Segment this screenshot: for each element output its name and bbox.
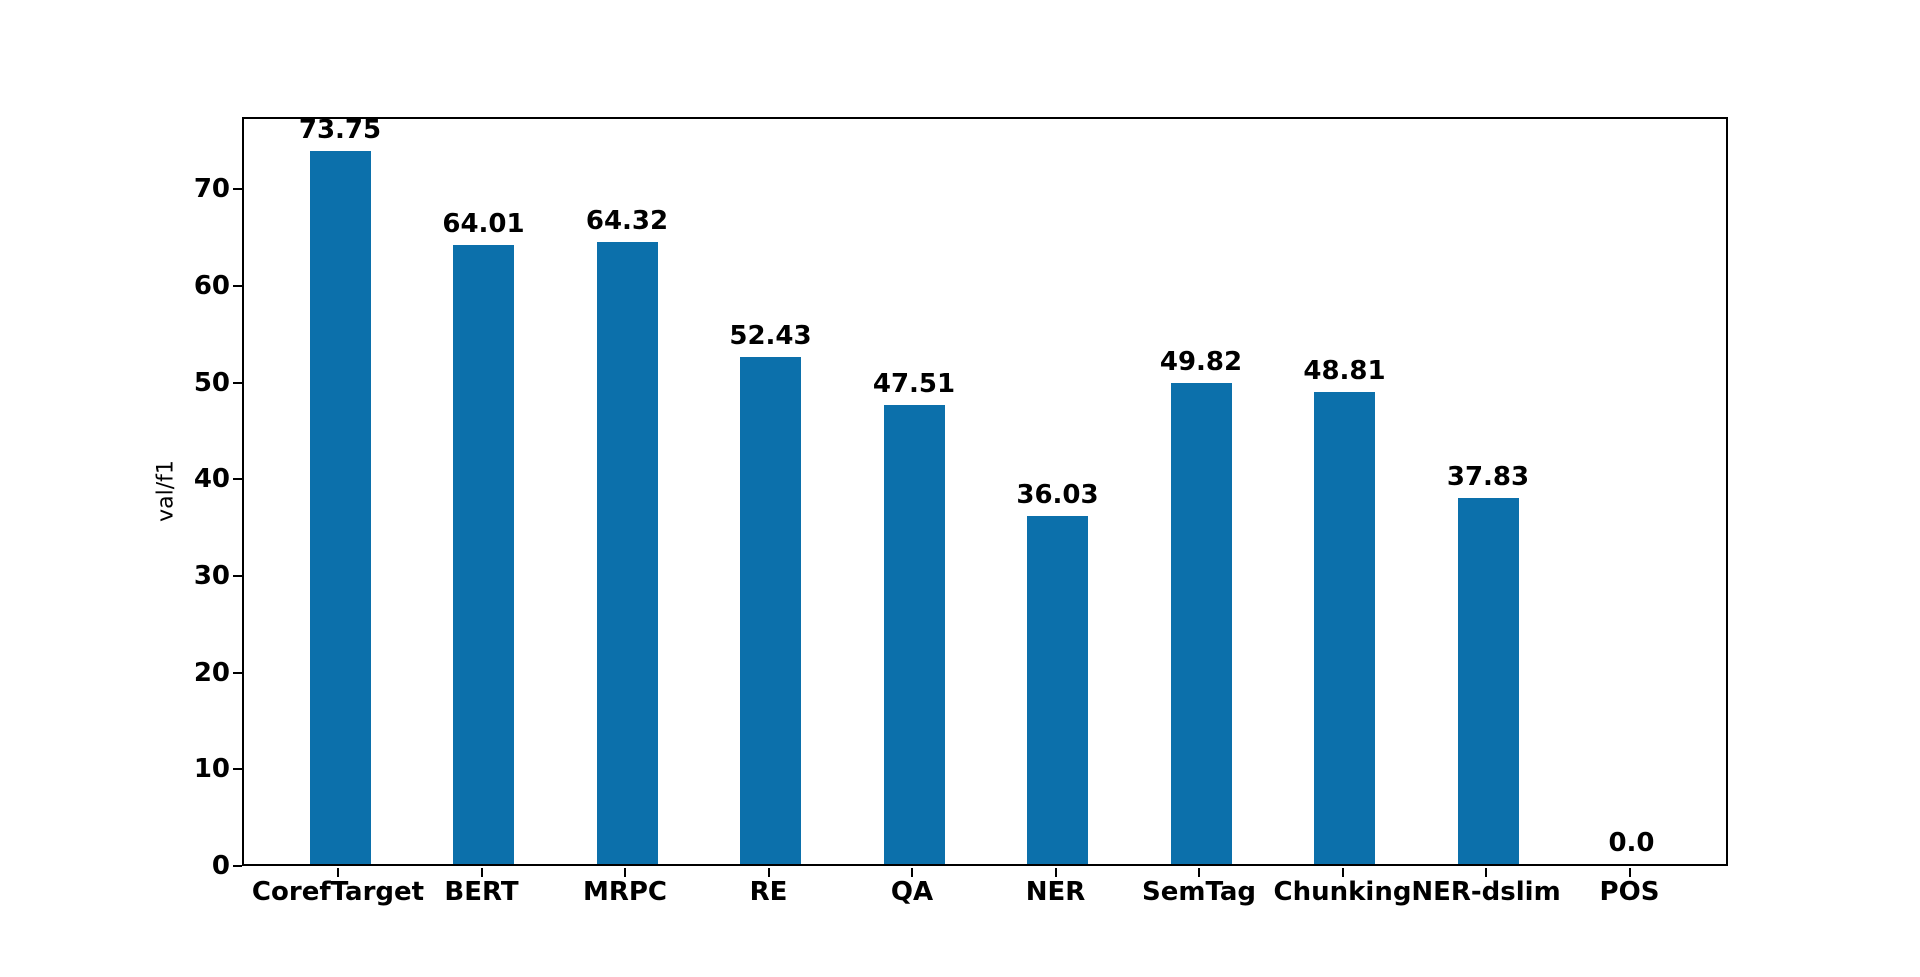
x-tick-label-MRPC: MRPC xyxy=(582,877,668,907)
x-tick-mark xyxy=(480,868,483,877)
x-tick-label-BERT: BERT xyxy=(444,877,519,907)
bar-value-label: 0.0 xyxy=(1608,828,1655,858)
x-tick-label-RE: RE xyxy=(749,877,788,907)
x-tick-mark xyxy=(1054,868,1057,877)
bar-BERT xyxy=(453,245,514,864)
y-tick-label-0: 0 xyxy=(211,851,230,881)
y-tick-mark xyxy=(233,285,242,288)
y-tick-mark xyxy=(233,381,242,384)
plot-area: 73.75 64.01 64.32 52.43 47.51 36.03 49.82 48.81… xyxy=(242,115,1728,866)
y-tick-label-20: 20 xyxy=(193,657,230,688)
bar-value-label: 64.32 xyxy=(585,206,669,237)
bar-QA xyxy=(883,404,945,864)
x-tick-label-NER-dslim: NER-dslim xyxy=(1411,877,1561,907)
x-tick-label-CorefTarget: CorefTarget xyxy=(251,877,425,907)
x-tick-label-QA: QA xyxy=(890,877,934,907)
bar-value-label: 48.81 xyxy=(1303,356,1386,387)
x-tick-mark xyxy=(767,868,770,877)
x-tick-label-SemTag: SemTag xyxy=(1142,877,1256,907)
x-tick-mark xyxy=(1485,868,1487,877)
y-tick-mark xyxy=(233,768,242,771)
x-tick-mark xyxy=(624,868,626,877)
bar-value-label: 73.75 xyxy=(298,115,382,146)
x-tick-mark xyxy=(337,868,339,877)
x-tick-mark xyxy=(1628,868,1631,877)
bar-value-label: 52.43 xyxy=(729,321,812,352)
bar-RE xyxy=(740,357,801,864)
bar-CorefTarget xyxy=(309,151,371,864)
bar-value-label: 64.01 xyxy=(442,209,525,240)
bar-NER-dslim xyxy=(1457,498,1519,864)
y-tick-label-70: 70 xyxy=(193,174,230,205)
bar-NER xyxy=(1027,515,1088,864)
y-tick-mark xyxy=(233,575,242,578)
y-tick-mark xyxy=(233,188,242,191)
bar-Chunking xyxy=(1314,392,1375,864)
x-tick-label-POS: POS xyxy=(1599,877,1660,907)
x-tick-mark xyxy=(911,868,913,877)
x-tick-label-NER: NER xyxy=(1025,877,1086,907)
bar-value-label: 37.83 xyxy=(1446,462,1530,493)
y-tick-mark xyxy=(233,478,242,481)
bar-value-label: 49.82 xyxy=(1159,346,1243,377)
y-tick-label-50: 50 xyxy=(193,367,230,398)
x-tick-mark xyxy=(1341,868,1344,877)
x-tick-mark xyxy=(1198,868,1200,877)
y-tick-mark xyxy=(233,671,242,674)
y-tick-mark xyxy=(233,865,242,867)
y-tick-label-10: 10 xyxy=(193,754,230,785)
bar-value-label: 47.51 xyxy=(872,368,956,399)
bar-MRPC xyxy=(596,242,658,864)
bar-SemTag xyxy=(1170,382,1232,864)
bar-value-label: 36.03 xyxy=(1016,479,1099,510)
y-tick-label-40: 40 xyxy=(193,464,230,495)
y-tick-label-30: 30 xyxy=(193,561,230,592)
x-tick-label-Chunking: Chunking xyxy=(1273,877,1412,907)
y-tick-label-60: 60 xyxy=(193,271,230,302)
